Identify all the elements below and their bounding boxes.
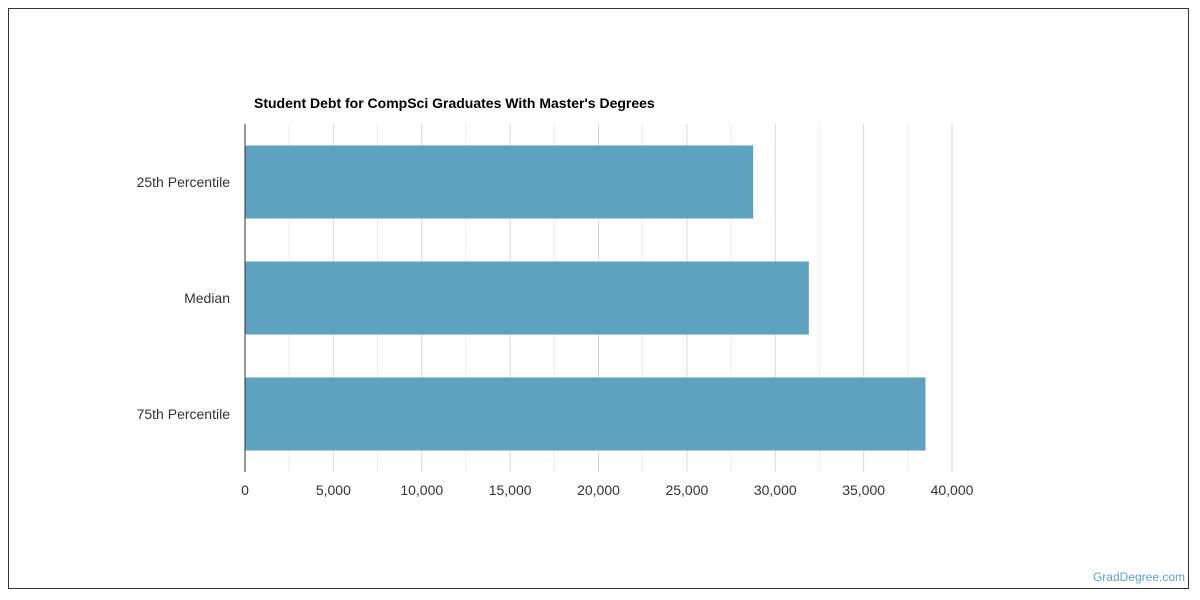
x-tick-label: 0 <box>241 482 249 498</box>
bar <box>245 145 754 219</box>
category-label: 25th Percentile <box>137 174 231 190</box>
category-label: Median <box>184 290 230 306</box>
chart-title: Student Debt for CompSci Graduates With … <box>254 95 655 111</box>
x-tick-label: 25,000 <box>665 482 708 498</box>
x-tick-label: 30,000 <box>754 482 797 498</box>
x-tick-label: 40,000 <box>931 482 974 498</box>
category-label: 75th Percentile <box>137 406 231 422</box>
watermark: GradDegree.com <box>1092 570 1185 584</box>
bar <box>245 261 809 335</box>
x-tick-label: 5,000 <box>316 482 351 498</box>
x-tick-label: 20,000 <box>577 482 620 498</box>
x-tick-label: 10,000 <box>400 482 443 498</box>
bar <box>245 377 926 451</box>
x-tick-label: 15,000 <box>489 482 532 498</box>
x-tick-label: 35,000 <box>842 482 885 498</box>
